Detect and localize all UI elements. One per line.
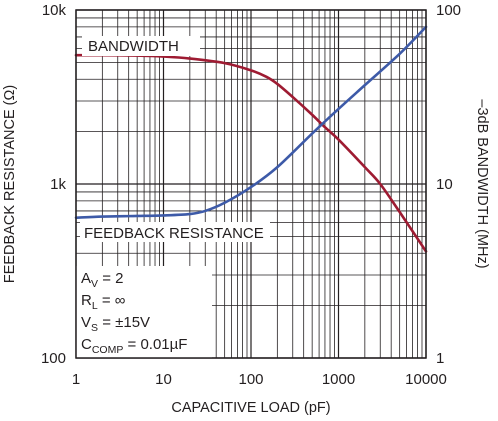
condition-load-resistance: RL = ∞ [81, 292, 126, 312]
y-right-tick-label: 1 [436, 350, 444, 367]
conditions-bg [76, 266, 212, 358]
condition-gain: AV = 2 [81, 270, 123, 290]
test-conditions: AV = 2 RL = ∞ VS = ±15V CCOMP = 0.01µF [76, 266, 212, 358]
y-axis-left-title: FEEDBACK RESISTANCE (Ω) [2, 85, 18, 283]
series-group [74, 25, 428, 253]
x-tick-label: 10000 [405, 371, 447, 388]
x-tick-label: 1 [72, 371, 80, 388]
y-right-tick-label: 100 [436, 2, 461, 19]
y-left-tick-label: 100 [41, 350, 66, 367]
series-line-feedback-resistance [74, 25, 428, 220]
y-axis-right-title: –3dB BANDWIDTH (MHz) [474, 99, 490, 268]
series-line-bandwidth [74, 53, 428, 253]
feedback-series-label: FEEDBACK RESISTANCE [84, 225, 264, 242]
x-tick-label: 100 [238, 371, 263, 388]
x-tick-label: 1000 [322, 371, 355, 388]
bandwidth-series-label: BANDWIDTH [88, 38, 179, 55]
x-tick-label: 10 [155, 371, 172, 388]
feedback-label-bg [80, 222, 270, 242]
bandwidth-label-bg [82, 36, 200, 56]
y-left-tick-label: 10k [42, 2, 67, 19]
condition-comp-cap: CCOMP = 0.01µF [81, 336, 187, 356]
y-right-tick-label: 10 [436, 176, 453, 193]
tick-labels: 1 10 100 1000 10000 100 1k 10k 1 10 100 [41, 2, 461, 388]
x-axis-title: CAPACITIVE LOAD (pF) [171, 400, 330, 416]
y-left-tick-label: 1k [50, 176, 66, 193]
condition-supply: VS = ±15V [81, 314, 150, 334]
plot-frame [75, 9, 427, 359]
